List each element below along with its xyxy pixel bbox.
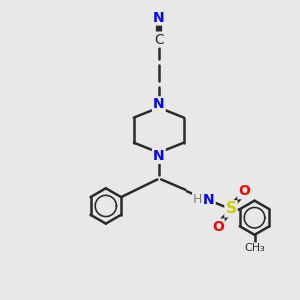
Text: S: S	[226, 201, 236, 216]
Text: N: N	[203, 193, 215, 207]
Text: CH₃: CH₃	[244, 243, 265, 253]
Text: N: N	[153, 98, 165, 111]
Text: C: C	[154, 33, 164, 46]
Text: N: N	[153, 149, 165, 163]
Text: N: N	[153, 11, 165, 25]
Text: H: H	[193, 193, 202, 206]
Text: O: O	[238, 184, 250, 198]
Text: O: O	[212, 220, 224, 234]
